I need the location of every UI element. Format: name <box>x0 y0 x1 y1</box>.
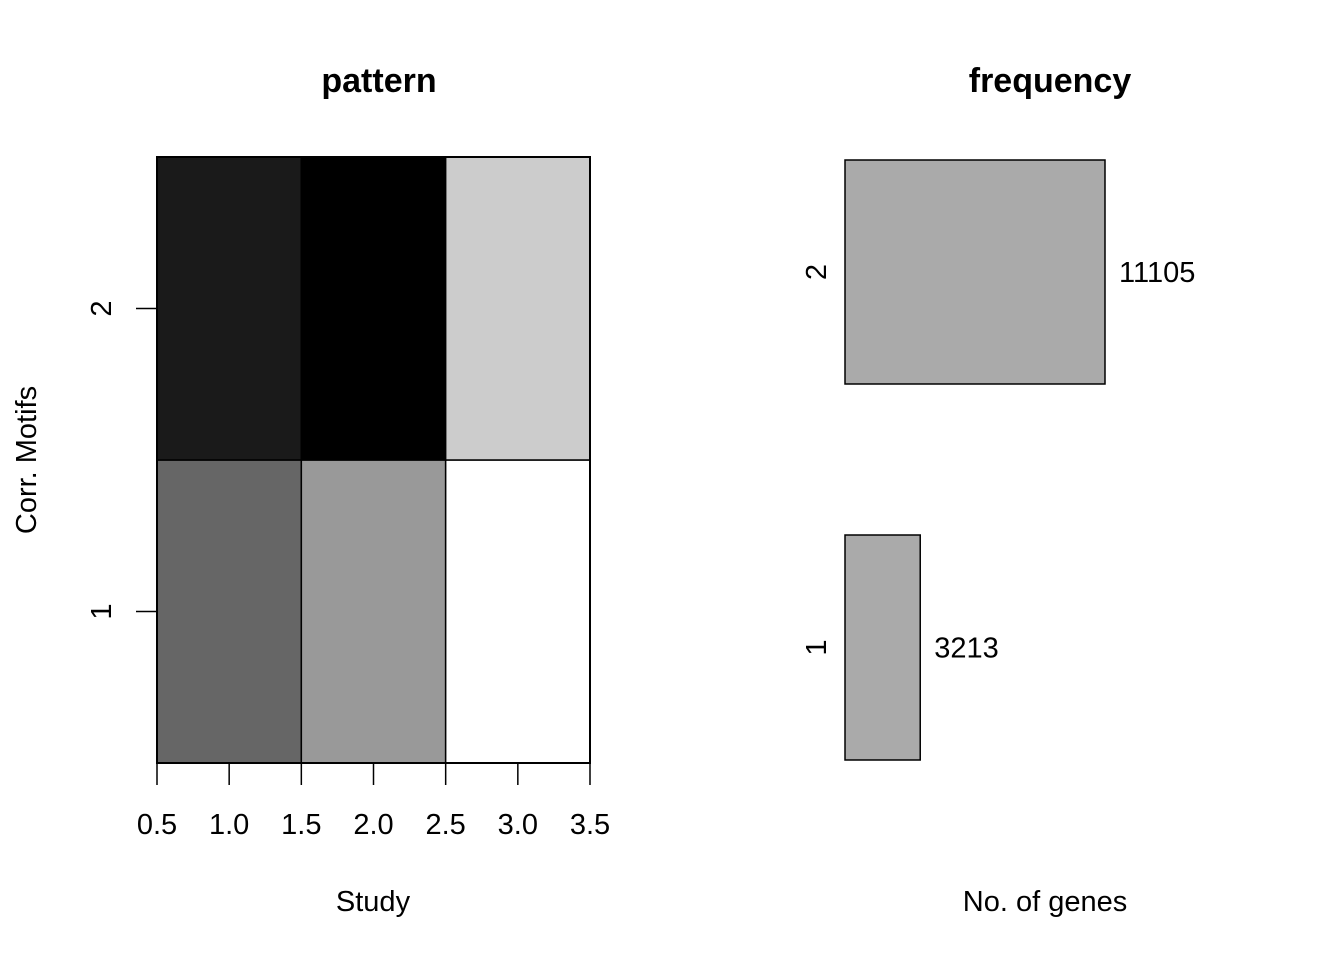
frequency-panel: frequency 1 3213 2 11105 No. of genes <box>801 62 1195 918</box>
frequency-bar-2 <box>844 159 1106 385</box>
y-axis-label: Corr. Motifs <box>11 386 43 534</box>
x-tick-label: 3.5 <box>570 809 610 841</box>
y-tick-label: 1 <box>86 603 118 619</box>
frequency-value-label: 3213 <box>934 633 999 665</box>
x-axis-label: Study <box>336 886 411 918</box>
frequency-category-label: 1 <box>801 639 833 655</box>
pattern-panel: pattern 0.5 1.0 1.5 2.0 2.5 3.0 3.5 12 Study C… <box>11 62 610 918</box>
frequency-x-axis-label: No. of genes <box>963 886 1127 918</box>
x-axis: 0.5 1.0 1.5 2.0 2.5 3.0 3.5 <box>137 762 610 841</box>
x-tick-label: 1.0 <box>209 809 249 841</box>
frequency-value-label: 11105 <box>1119 257 1195 289</box>
heatmap-cell-motif1-study2 <box>300 459 447 764</box>
x-tick-label: 2.0 <box>353 809 393 841</box>
x-tick-label: 1.5 <box>281 809 321 841</box>
frequency-category-label: 2 <box>801 264 833 280</box>
heatmap-cell-motif2-study1 <box>156 156 303 461</box>
frequency-bars: 1 3213 2 11105 <box>801 159 1195 761</box>
frequency-bar-1 <box>844 534 921 761</box>
heatmap-cell-motif2-study2 <box>300 156 447 461</box>
heatmap-cells <box>156 156 591 764</box>
frequency-title: frequency <box>969 62 1132 100</box>
heatmap-cell-motif1-study1 <box>156 459 303 764</box>
pattern-title: pattern <box>321 62 436 100</box>
heatmap-cell-motif1-study3 <box>444 459 591 764</box>
x-tick-label: 2.5 <box>426 809 466 841</box>
heatmap-cell-motif2-study3 <box>444 156 591 461</box>
y-tick-label: 2 <box>86 300 118 316</box>
y-axis: 12 <box>86 300 157 620</box>
x-tick-label: 0.5 <box>137 809 177 841</box>
x-tick-label: 3.0 <box>498 809 538 841</box>
